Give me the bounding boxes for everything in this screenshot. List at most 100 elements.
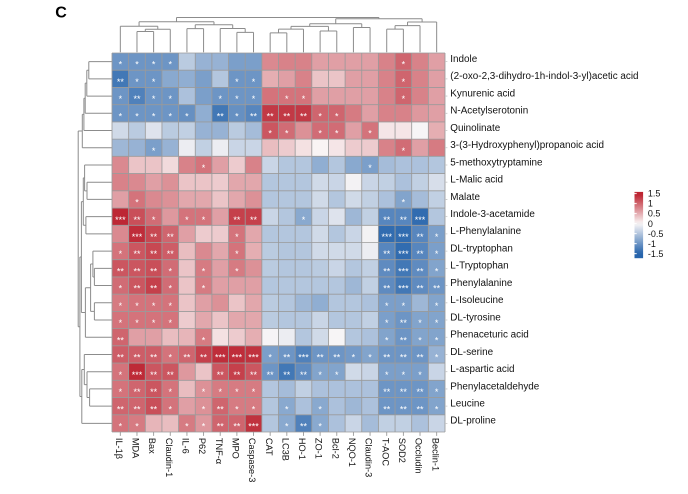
svg-text:**: ** bbox=[417, 249, 425, 259]
svg-text:*: * bbox=[152, 77, 156, 87]
svg-text:**: ** bbox=[417, 353, 425, 363]
svg-text:P62: P62 bbox=[197, 438, 207, 454]
svg-text:**: ** bbox=[433, 284, 441, 294]
svg-text:*: * bbox=[418, 335, 422, 345]
svg-text:**: ** bbox=[117, 266, 125, 276]
svg-text:*: * bbox=[252, 387, 256, 397]
svg-text:***: *** bbox=[248, 353, 259, 363]
svg-text:**: ** bbox=[217, 111, 225, 121]
svg-text:**: ** bbox=[150, 353, 158, 363]
svg-text:**: ** bbox=[250, 111, 258, 121]
svg-text:DL-tyrosine: DL-tyrosine bbox=[450, 312, 501, 323]
svg-text:**: ** bbox=[383, 284, 391, 294]
svg-text:TNF-α: TNF-α bbox=[214, 438, 224, 465]
svg-text:**: ** bbox=[250, 215, 258, 225]
svg-text:*: * bbox=[435, 335, 439, 345]
svg-text:*: * bbox=[285, 421, 289, 431]
svg-text:MPO: MPO bbox=[230, 438, 240, 459]
svg-text:*: * bbox=[368, 129, 372, 139]
svg-text:Indole: Indole bbox=[450, 54, 477, 65]
svg-text:**: ** bbox=[117, 353, 125, 363]
svg-text:*: * bbox=[285, 129, 289, 139]
svg-text:*: * bbox=[152, 146, 156, 156]
svg-text:Bcl-2: Bcl-2 bbox=[330, 438, 340, 459]
svg-text:Leucine: Leucine bbox=[450, 399, 485, 410]
svg-text:*: * bbox=[252, 77, 256, 87]
svg-text:**: ** bbox=[333, 353, 341, 363]
svg-text:*: * bbox=[119, 318, 123, 328]
svg-text:*: * bbox=[169, 301, 173, 311]
svg-text:*: * bbox=[385, 370, 389, 380]
svg-text:*: * bbox=[119, 387, 123, 397]
svg-text:*: * bbox=[119, 421, 123, 431]
svg-text:DL-serine: DL-serine bbox=[450, 347, 493, 358]
svg-text:Phenaceturic acid: Phenaceturic acid bbox=[450, 330, 529, 341]
svg-text:**: ** bbox=[133, 266, 141, 276]
svg-text:*: * bbox=[169, 60, 173, 70]
svg-text:1: 1 bbox=[648, 199, 653, 209]
svg-text:1.5: 1.5 bbox=[648, 189, 661, 199]
svg-text:**: ** bbox=[150, 266, 158, 276]
svg-text:C: C bbox=[55, 5, 67, 22]
svg-text:**: ** bbox=[400, 318, 408, 328]
svg-text:*: * bbox=[418, 318, 422, 328]
svg-text:*: * bbox=[435, 353, 439, 363]
svg-text:*: * bbox=[268, 353, 272, 363]
svg-text:*: * bbox=[235, 249, 239, 259]
svg-text:*: * bbox=[435, 249, 439, 259]
svg-text:-1.5: -1.5 bbox=[648, 249, 664, 259]
svg-text:**: ** bbox=[150, 284, 158, 294]
svg-text:LC3B: LC3B bbox=[280, 438, 290, 461]
svg-text:***: *** bbox=[398, 249, 409, 259]
svg-text:*: * bbox=[235, 266, 239, 276]
svg-text:*: * bbox=[169, 111, 173, 121]
svg-text:**: ** bbox=[217, 370, 225, 380]
svg-text:***: *** bbox=[132, 370, 143, 380]
svg-text:*: * bbox=[135, 77, 139, 87]
svg-text:*: * bbox=[152, 215, 156, 225]
svg-text:*: * bbox=[368, 353, 372, 363]
svg-text:***: *** bbox=[215, 353, 226, 363]
svg-text:**: ** bbox=[283, 111, 291, 121]
svg-text:**: ** bbox=[150, 249, 158, 259]
svg-text:**: ** bbox=[417, 387, 425, 397]
svg-text:**: ** bbox=[133, 353, 141, 363]
svg-text:*: * bbox=[235, 404, 239, 414]
svg-text:HO-1: HO-1 bbox=[297, 438, 307, 460]
svg-text:Claudin-1: Claudin-1 bbox=[164, 438, 174, 477]
svg-text:*: * bbox=[402, 198, 406, 208]
svg-text:**: ** bbox=[133, 215, 141, 225]
svg-text:*: * bbox=[385, 301, 389, 311]
svg-text:**: ** bbox=[383, 266, 391, 276]
svg-text:**: ** bbox=[117, 404, 125, 414]
svg-text:**: ** bbox=[167, 232, 175, 242]
svg-text:**: ** bbox=[383, 387, 391, 397]
svg-text:(2-oxo-2,3-dihydro-1h-indol-3-: (2-oxo-2,3-dihydro-1h-indol-3-yl)acetic … bbox=[450, 71, 638, 82]
svg-text:*: * bbox=[252, 94, 256, 104]
svg-text:*: * bbox=[185, 111, 189, 121]
svg-text:**: ** bbox=[400, 353, 408, 363]
svg-text:IL-6: IL-6 bbox=[181, 438, 191, 454]
svg-text:*: * bbox=[135, 60, 139, 70]
svg-text:**: ** bbox=[267, 370, 275, 380]
svg-text:Malate: Malate bbox=[450, 192, 480, 203]
svg-text:*: * bbox=[202, 163, 206, 173]
svg-text:**: ** bbox=[383, 249, 391, 259]
svg-text:*: * bbox=[119, 249, 123, 259]
svg-text:**: ** bbox=[383, 353, 391, 363]
svg-text:CAT: CAT bbox=[264, 438, 274, 456]
svg-text:*: * bbox=[268, 129, 272, 139]
svg-text:***: *** bbox=[398, 266, 409, 276]
svg-text:*: * bbox=[435, 266, 439, 276]
svg-text:MDA: MDA bbox=[131, 438, 141, 459]
svg-text:*: * bbox=[235, 111, 239, 121]
svg-text:*: * bbox=[285, 94, 289, 104]
svg-text:**: ** bbox=[283, 370, 291, 380]
svg-text:*: * bbox=[152, 94, 156, 104]
svg-text:*: * bbox=[119, 60, 123, 70]
svg-text:*: * bbox=[235, 77, 239, 87]
svg-text:*: * bbox=[385, 318, 389, 328]
svg-text:**: ** bbox=[400, 387, 408, 397]
svg-text:*: * bbox=[202, 215, 206, 225]
svg-text:*: * bbox=[435, 387, 439, 397]
